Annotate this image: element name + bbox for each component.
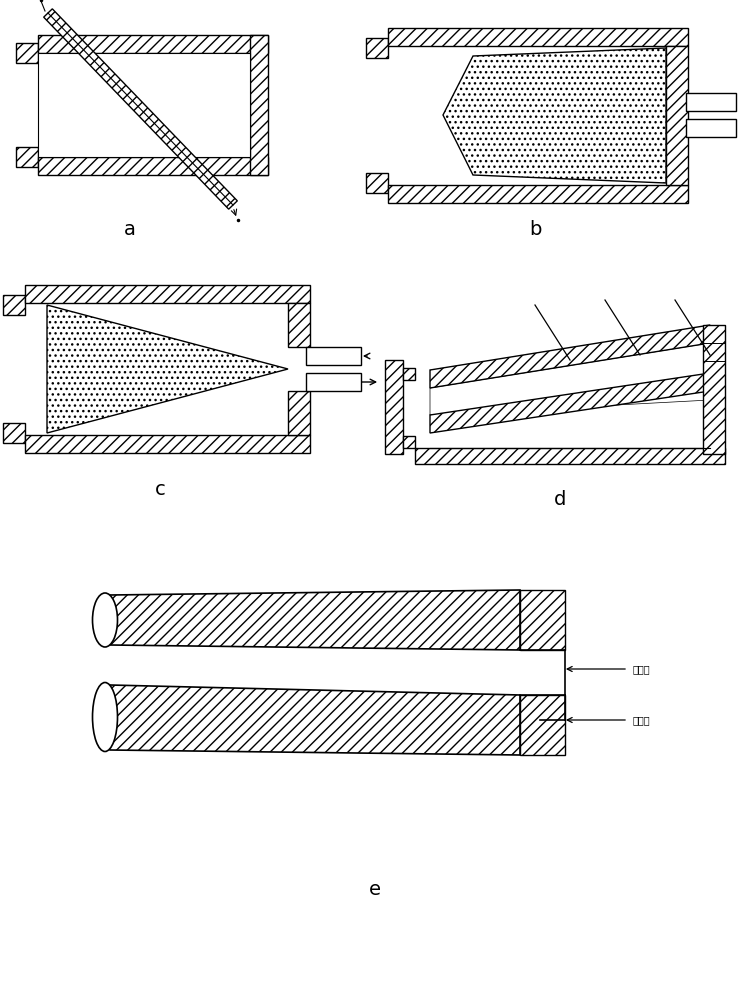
Bar bbox=[666, 46, 688, 185]
Bar bbox=[38, 53, 250, 157]
Bar bbox=[3, 423, 25, 443]
Text: c: c bbox=[155, 480, 165, 499]
Bar bbox=[686, 93, 736, 111]
Bar bbox=[38, 35, 268, 53]
Polygon shape bbox=[430, 325, 710, 388]
Text: a: a bbox=[124, 220, 136, 239]
Bar bbox=[288, 303, 310, 347]
Ellipse shape bbox=[92, 593, 117, 647]
Bar bbox=[415, 448, 725, 464]
Polygon shape bbox=[443, 48, 666, 183]
Text: b: b bbox=[529, 220, 541, 239]
Bar bbox=[25, 285, 310, 303]
Text: e: e bbox=[369, 880, 381, 899]
Bar bbox=[403, 368, 415, 380]
Bar bbox=[520, 695, 565, 755]
Text: 入水口: 入水口 bbox=[633, 715, 650, 725]
Polygon shape bbox=[430, 343, 710, 415]
Bar bbox=[520, 590, 565, 650]
Ellipse shape bbox=[92, 682, 117, 752]
Bar bbox=[366, 38, 388, 58]
Bar bbox=[403, 436, 415, 448]
Polygon shape bbox=[95, 590, 520, 650]
Bar bbox=[388, 185, 688, 203]
Bar bbox=[686, 119, 736, 137]
Bar bbox=[306, 347, 361, 365]
Bar bbox=[366, 173, 388, 193]
Bar bbox=[16, 43, 38, 63]
Bar bbox=[703, 325, 725, 454]
Text: 出水口: 出水口 bbox=[633, 664, 650, 674]
Bar bbox=[385, 360, 403, 454]
Bar bbox=[288, 391, 310, 435]
Bar bbox=[3, 295, 25, 315]
Bar bbox=[306, 373, 361, 391]
Bar bbox=[388, 28, 688, 46]
Polygon shape bbox=[430, 373, 710, 433]
Text: d: d bbox=[553, 490, 566, 509]
Bar bbox=[38, 157, 268, 175]
Polygon shape bbox=[47, 305, 288, 433]
Bar bbox=[25, 435, 310, 453]
Bar bbox=[16, 147, 38, 167]
Polygon shape bbox=[44, 9, 237, 209]
Polygon shape bbox=[95, 685, 520, 755]
Bar bbox=[250, 35, 268, 175]
